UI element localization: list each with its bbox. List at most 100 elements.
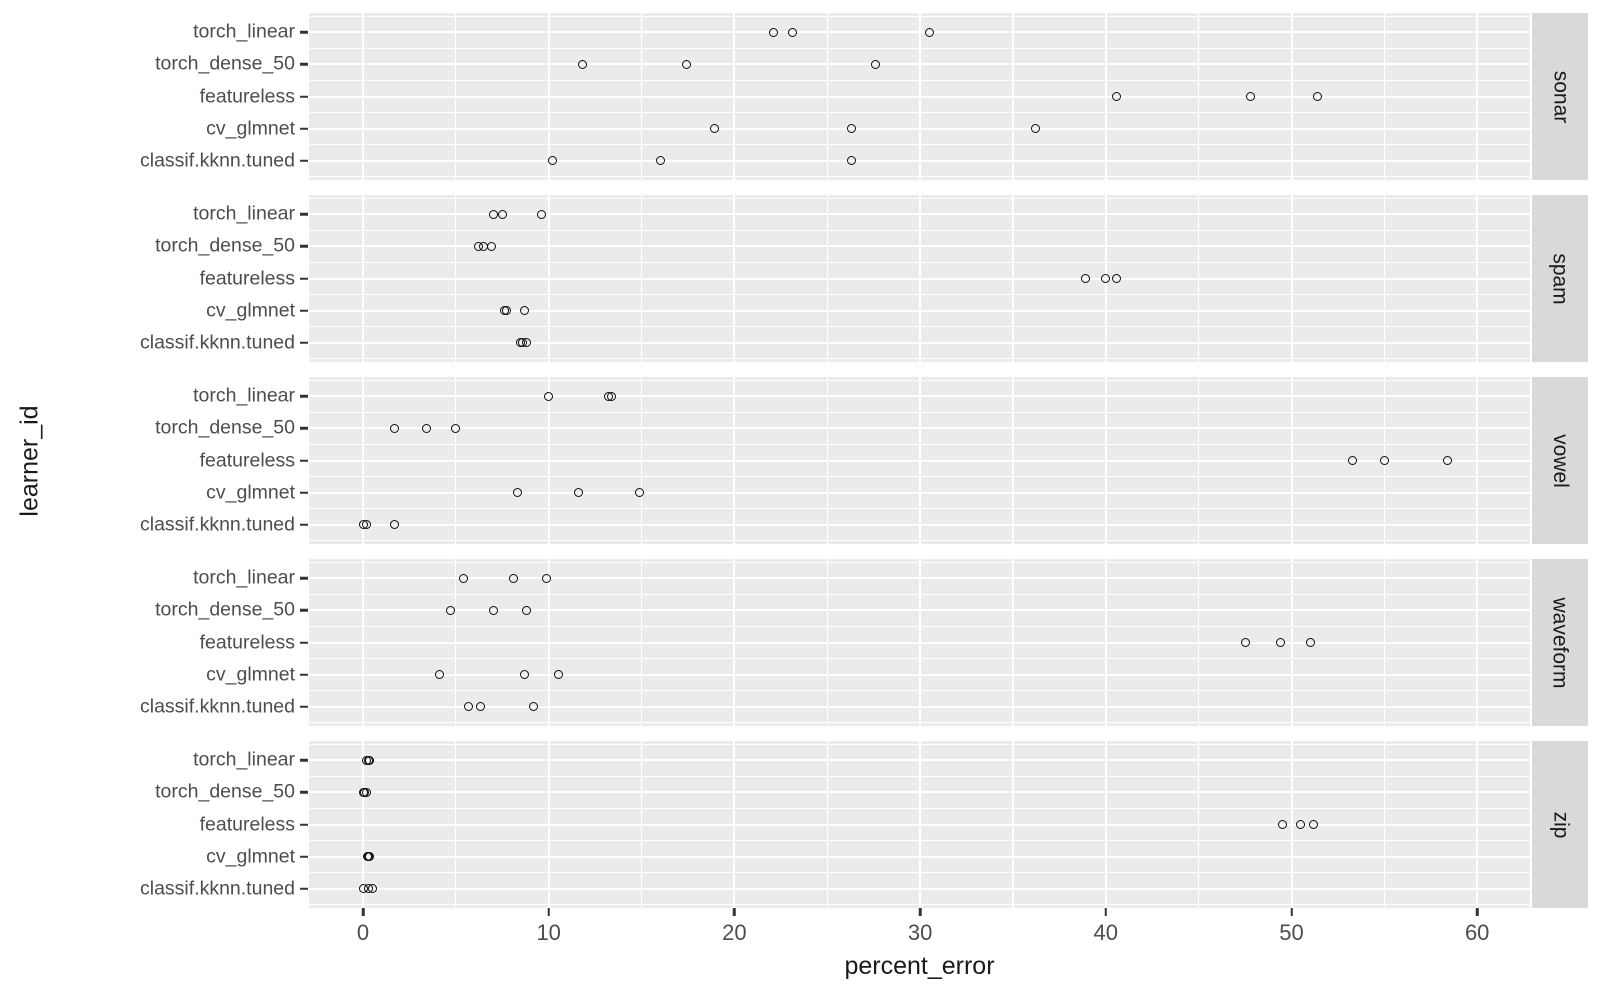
y-axis-tick: [300, 127, 308, 130]
major-gridline-y: [309, 855, 1530, 858]
minor-gridline-y: [309, 476, 1530, 478]
y-axis-tick: [300, 277, 308, 280]
data-point: [520, 306, 530, 316]
y-axis-tick: [300, 609, 308, 612]
data-point: [1313, 92, 1322, 101]
y-axis-tick: [300, 341, 308, 344]
data-point: [709, 124, 719, 134]
y-axis-label: classif.kknn.tuned: [139, 695, 295, 718]
minor-gridline-y: [309, 872, 1530, 874]
data-point: [390, 423, 400, 433]
minor-gridline-y: [309, 540, 1530, 542]
x-axis-tick: [1104, 908, 1108, 916]
data-point: [1112, 274, 1122, 283]
y-axis-tick: [300, 309, 308, 312]
data-point: [1305, 638, 1315, 647]
y-axis-label: classif.kknn.tuned: [139, 149, 295, 172]
data-point: [655, 156, 665, 166]
minor-gridline-y: [309, 112, 1530, 114]
x-axis-tick-label: 10: [536, 920, 561, 945]
data-point: [365, 755, 374, 765]
data-point: [1379, 456, 1389, 465]
data-point: [1275, 638, 1285, 647]
y-axis-tick: [300, 855, 308, 858]
major-gridline-y: [309, 673, 1530, 676]
major-gridline-y: [309, 427, 1530, 430]
y-axis-label: torch_dense_50: [155, 52, 295, 75]
y-axis-tick: [300, 95, 308, 98]
major-gridline-y: [309, 759, 1530, 762]
facet-panel-zip: [309, 741, 1530, 908]
y-axis-label: torch_dense_50: [155, 234, 295, 257]
y-axis-tick: [300, 213, 308, 216]
data-point: [501, 306, 511, 316]
minor-gridline-y: [309, 15, 1530, 17]
data-point: [451, 423, 461, 433]
data-point: [1277, 820, 1287, 829]
facet-strip-vowel: vowel: [1532, 377, 1588, 544]
major-gridline-y: [309, 705, 1530, 708]
facet-strip-spam: spam: [1532, 195, 1588, 362]
major-gridline-y: [309, 159, 1530, 162]
data-point: [1080, 274, 1090, 283]
major-gridline-y: [309, 577, 1530, 580]
minor-gridline-y: [309, 561, 1530, 563]
major-gridline-y: [309, 641, 1530, 644]
major-gridline-y: [309, 791, 1530, 794]
data-point: [512, 488, 522, 498]
x-axis-tick-label: 0: [356, 920, 370, 945]
y-axis-tick: [300, 641, 308, 644]
x-axis-tick-label: 30: [907, 920, 933, 945]
y-axis-tick: [300, 159, 308, 162]
facet-panel-spam: [309, 195, 1530, 362]
x-axis-tick: [547, 908, 550, 916]
data-point: [365, 852, 374, 862]
data-point: [521, 338, 531, 348]
x-axis-tick: [918, 908, 922, 916]
x-axis-tick-label: 20: [722, 920, 747, 945]
facet-strip-waveform: waveform: [1532, 559, 1588, 726]
y-axis-label: featureless: [199, 267, 295, 289]
y-axis-label: torch_dense_50: [155, 780, 295, 803]
major-gridline-y: [309, 213, 1530, 216]
minor-gridline-y: [309, 294, 1530, 296]
data-point: [458, 573, 468, 583]
y-axis-label: torch_linear: [193, 748, 295, 771]
major-gridline-y: [309, 309, 1530, 312]
x-axis-tick-label: 60: [1464, 920, 1490, 945]
data-point: [434, 670, 444, 680]
y-axis-label: featureless: [199, 631, 295, 653]
y-axis-label: classif.kknn.tuned: [139, 513, 295, 536]
data-point: [520, 670, 530, 680]
y-axis-label: torch_linear: [193, 566, 295, 589]
data-point: [529, 702, 539, 712]
major-gridline-y: [309, 823, 1530, 826]
y-axis-tick: [300, 791, 308, 794]
minor-gridline-y: [309, 47, 1530, 49]
y-axis-label: cv_glmnet: [206, 117, 295, 140]
data-point: [1309, 820, 1319, 829]
y-axis-tick: [300, 31, 308, 34]
facet-panel-vowel: [309, 377, 1530, 544]
y-axis-label: cv_glmnet: [206, 663, 295, 686]
data-point: [1296, 820, 1306, 829]
y-axis-tick: [300, 523, 308, 526]
major-gridline-y: [309, 523, 1530, 526]
minor-gridline-y: [309, 443, 1530, 445]
data-point: [521, 605, 531, 615]
data-point: [681, 59, 691, 69]
minor-gridline-y: [309, 658, 1530, 660]
data-point: [1030, 124, 1040, 134]
data-point: [1348, 456, 1358, 465]
minor-gridline-y: [309, 326, 1530, 328]
data-point: [488, 605, 498, 615]
minor-gridline-y: [309, 775, 1530, 777]
major-gridline-y: [309, 277, 1530, 280]
minor-gridline-y: [309, 358, 1530, 360]
y-axis-tick: [300, 759, 308, 762]
data-point: [486, 241, 496, 251]
minor-gridline-y: [309, 379, 1530, 381]
data-point: [536, 209, 546, 219]
data-point: [1246, 92, 1256, 101]
data-point: [573, 488, 583, 498]
